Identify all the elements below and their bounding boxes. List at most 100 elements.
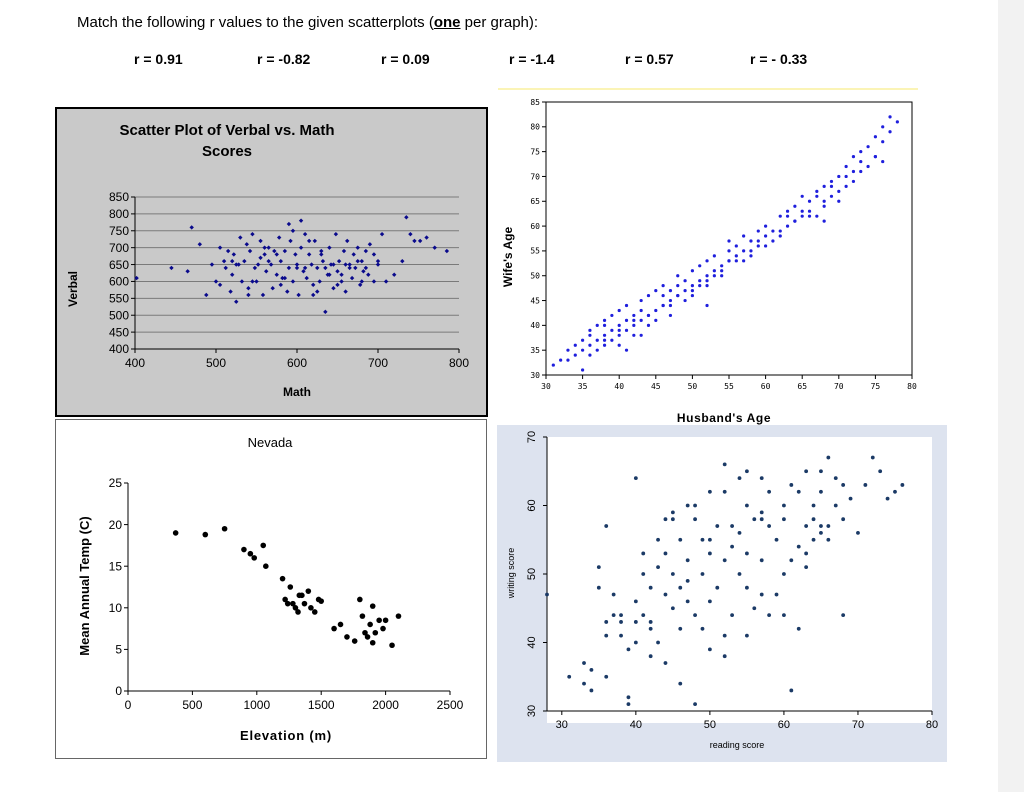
data-point (654, 289, 658, 293)
data-point (274, 252, 279, 257)
data-point (715, 585, 720, 590)
data-point (693, 613, 697, 617)
plot-area (135, 197, 459, 349)
x-tick-label: 70 (834, 382, 844, 391)
data-point (382, 617, 389, 624)
data-point (705, 274, 709, 278)
data-point (749, 239, 753, 243)
data-point (320, 258, 326, 264)
data-point (670, 517, 675, 522)
y-tick-label: 80 (530, 123, 540, 132)
x-axis-label: Math (283, 385, 311, 399)
x-tick-label: 2500 (437, 698, 464, 712)
data-point (632, 318, 636, 322)
data-point (298, 218, 304, 223)
data-point (756, 239, 760, 243)
data-point (567, 674, 572, 679)
nevada-elevation-temp-scatter-plot: 0 5 10 15 20 25 0 500 1000 1500 2000 2500 Nevada Elev… (77, 435, 464, 743)
x-tick-label: 1500 (308, 698, 335, 712)
x-tick-label: 60 (761, 382, 771, 391)
data-point (595, 348, 599, 352)
data-point (742, 259, 746, 263)
data-point (242, 258, 247, 264)
data-point (745, 503, 749, 508)
data-point (596, 565, 601, 570)
data-point (841, 517, 846, 522)
data-point (745, 551, 749, 556)
data-point (604, 674, 609, 679)
data-point (355, 245, 360, 250)
data-point (730, 544, 734, 549)
data-point (588, 353, 592, 357)
data-point (819, 524, 823, 528)
data-point (727, 239, 731, 243)
data-point (771, 229, 775, 233)
data-point (700, 572, 705, 576)
data-point (698, 264, 702, 268)
data-point (252, 265, 258, 271)
data-point (351, 638, 358, 644)
data-point (172, 530, 179, 536)
data-point (604, 633, 609, 638)
data-point (308, 605, 314, 611)
data-point (633, 640, 638, 645)
data-point (737, 572, 742, 576)
data-point (656, 565, 660, 570)
data-point (705, 259, 709, 263)
data-point (588, 343, 592, 347)
data-point (793, 219, 797, 223)
data-point (306, 252, 312, 257)
data-point (611, 592, 616, 597)
data-point (804, 524, 809, 528)
data-point (885, 496, 890, 501)
data-point (668, 298, 673, 303)
data-point (785, 224, 790, 228)
data-point (851, 155, 856, 159)
data-point (737, 531, 742, 535)
data-point (260, 292, 266, 298)
data-point (796, 626, 801, 631)
data-point (778, 234, 782, 238)
r-value-4: r = -1.4 (509, 51, 555, 67)
data-point (221, 258, 227, 264)
y-tick-label: 65 (530, 197, 540, 206)
data-point (819, 531, 823, 535)
data-point (357, 282, 363, 288)
data-point (707, 599, 712, 604)
r-value-5: r = 0.57 (625, 51, 674, 67)
data-point (837, 189, 841, 193)
data-point (730, 524, 734, 528)
data-point (767, 613, 772, 617)
data-point (347, 262, 352, 267)
data-point (197, 242, 202, 247)
data-point (444, 248, 450, 254)
data-point (234, 262, 239, 267)
data-point (319, 248, 324, 254)
data-point (789, 558, 794, 563)
y-tick-label: 70 (530, 172, 540, 181)
data-point (282, 275, 288, 281)
data-point (826, 537, 831, 542)
data-point (331, 625, 337, 632)
data-point (782, 503, 786, 508)
data-point (752, 606, 757, 611)
data-point (380, 625, 386, 632)
data-point (367, 621, 373, 628)
data-point (589, 688, 594, 693)
data-point (369, 603, 376, 609)
data-point (734, 244, 738, 248)
data-point (341, 248, 347, 254)
data-point (250, 279, 255, 284)
data-point (295, 609, 301, 615)
data-point (759, 517, 764, 522)
data-point (169, 265, 174, 271)
data-point (323, 265, 328, 271)
data-point (317, 279, 322, 284)
data-point (639, 298, 643, 303)
data-point (796, 544, 801, 549)
data-point (375, 262, 381, 267)
data-point (683, 298, 687, 303)
data-point (888, 130, 892, 134)
data-point (804, 565, 809, 570)
data-point (611, 613, 616, 617)
